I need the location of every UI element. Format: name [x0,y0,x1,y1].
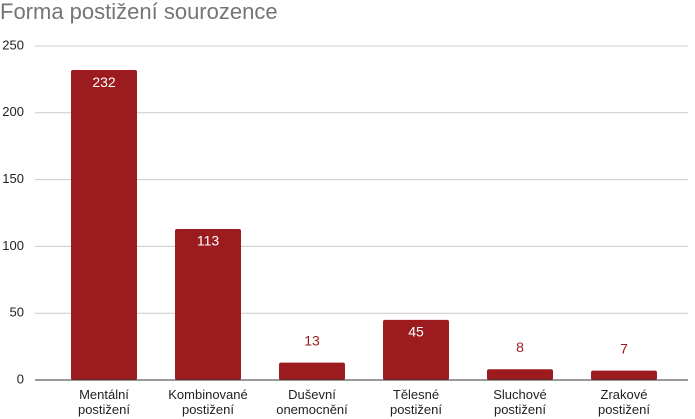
x-tick-label-line: Sluchové [493,387,546,402]
chart-title: Forma postižení sourozence [0,0,278,24]
x-tick-label: Duševní onemocnění [276,387,348,417]
y-tick-label: 250 [2,37,24,52]
x-tick-label-line: Kombinované [168,387,248,402]
bar [591,370,657,380]
x-tick-label-line: Mentální [79,387,129,402]
x-tick-label: Zrakové postižení [598,387,650,417]
x-tick-label-line: Duševní [288,387,336,402]
y-tick-label: 50 [10,305,24,320]
data-label: 13 [304,332,320,348]
x-tick-label: Mentální postižení [78,387,130,417]
y-tick-label: 0 [17,371,24,386]
y-tick-label: 100 [2,238,24,253]
bar [487,369,553,380]
x-tick-label: Sluchové postižení [493,387,546,417]
data-label: 8 [516,339,524,355]
bar [383,319,449,380]
y-tick-label: 150 [2,171,24,186]
x-tick-label-line: postižení [78,402,130,417]
x-tick-label-line: postižení [494,402,546,417]
bar [71,70,137,380]
x-tick-label-line: onemocnění [276,402,348,417]
x-tick-label-line: Tělesné [393,387,439,402]
x-tick-label-line: Zrakové [601,387,648,402]
data-label: 45 [408,324,424,340]
bar [175,229,241,380]
x-tick-label-line: postižení [598,402,650,417]
bar [279,362,345,380]
x-tick-label: Tělesné postižení [390,387,442,417]
x-tick-label-line: postižení [390,402,442,417]
data-label: 113 [197,233,220,249]
x-tick-label: Kombinované postižení [168,387,248,417]
x-tick-label-line: postižení [182,402,234,417]
data-label: 232 [92,74,116,90]
data-label: 7 [620,340,628,356]
y-tick-label: 200 [2,104,24,119]
